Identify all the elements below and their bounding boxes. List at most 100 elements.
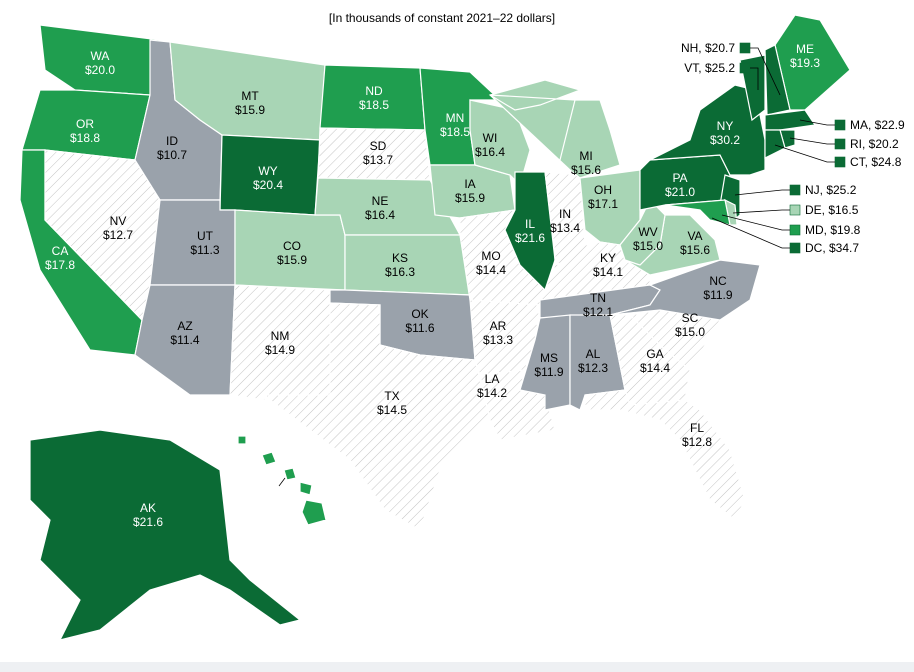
callout-label: NJ, $25.2	[805, 183, 857, 197]
state-abbr: WA	[91, 49, 110, 63]
state	[619, 198, 666, 266]
labels: WA$20.0OR$18.8CA$17.8NV$12.7ID$10.7MT$15…	[45, 41, 905, 529]
state-value: $13.4	[550, 221, 580, 235]
state-value: $14.2	[477, 386, 507, 400]
state-abbr: NC	[709, 274, 727, 288]
state-value: $18.8	[70, 131, 100, 145]
states	[19, 14, 851, 641]
state-abbr: IA	[464, 177, 475, 191]
subtitle: [In thousands of constant 2021–22 dollar…	[329, 11, 555, 25]
state-abbr: KS	[392, 251, 408, 265]
state-abbr: AZ	[177, 319, 192, 333]
state-value: $15.0	[633, 239, 663, 253]
state-abbr: AL	[586, 347, 601, 361]
callout-label: MD, $19.8	[805, 223, 861, 237]
state-value: $17.8	[45, 258, 75, 272]
state-value: $14.5	[377, 403, 407, 417]
state-abbr: MI	[579, 149, 592, 163]
leader-line	[721, 214, 790, 231]
state-value: $19.4	[248, 501, 278, 515]
state-abbr: NE	[372, 194, 389, 208]
leader-line	[734, 189, 790, 196]
callout-label: MA, $22.9	[850, 118, 905, 132]
leader-line	[750, 67, 759, 90]
state-abbr: CO	[283, 239, 301, 253]
state-abbr: NY	[717, 119, 734, 133]
state-abbr: UT	[197, 229, 214, 243]
state-abbr: MS	[540, 351, 558, 365]
state	[584, 389, 746, 521]
state-abbr: TX	[384, 389, 399, 403]
state-abbr: OR	[76, 117, 94, 131]
state-value: $11.6	[405, 321, 434, 335]
state-value: $12.1	[583, 305, 613, 319]
state-value: $20.0	[85, 63, 115, 77]
state-value: $16.3	[385, 265, 415, 279]
leader-line	[278, 477, 286, 487]
state-abbr: IN	[559, 207, 571, 221]
state-value: $15.9	[277, 253, 307, 267]
state-value: $13.7	[363, 153, 393, 167]
callout-label: DC, $34.7	[805, 241, 859, 255]
leader-line	[799, 119, 835, 126]
state	[764, 109, 817, 131]
state-value: $21.6	[515, 231, 545, 245]
legend-square	[834, 156, 846, 168]
state-value: $15.9	[455, 191, 485, 205]
state-value: $18.5	[359, 98, 389, 112]
state-value: $12.7	[103, 228, 133, 242]
legend-square	[739, 42, 751, 54]
state-abbr: MO	[481, 249, 500, 263]
state-value: $13.3	[483, 333, 513, 347]
state-value: $21.0	[665, 185, 695, 199]
state-value: $20.4	[253, 178, 283, 192]
state-abbr: WV	[638, 225, 657, 239]
leader-line	[774, 144, 835, 163]
state-value: $11.4	[170, 333, 199, 347]
leader-line	[732, 209, 790, 214]
callout-label: RI, $20.2	[850, 137, 899, 151]
legend-square	[834, 138, 846, 150]
state-value: $15.9	[235, 103, 265, 117]
state	[488, 79, 621, 179]
callout-label: CT, $24.8	[850, 155, 902, 169]
state-abbr: FL	[690, 421, 704, 435]
state-abbr: ID	[166, 134, 178, 148]
state-abbr: LA	[485, 372, 500, 386]
state-abbr: CA	[52, 244, 69, 258]
state-value: $11.9	[703, 288, 732, 302]
state-abbr: AR	[490, 319, 507, 333]
legend-square	[739, 62, 751, 74]
leader-line	[789, 137, 835, 145]
state-abbr: WY	[258, 164, 277, 178]
state	[263, 302, 491, 531]
legend-square	[789, 184, 801, 196]
legend-square	[789, 204, 801, 216]
bottom-bar	[0, 662, 914, 672]
state-abbr: NM	[271, 329, 290, 343]
state-abbr: KY	[600, 251, 616, 265]
state-value: $19.3	[790, 56, 820, 70]
state-value: $10.7	[157, 148, 187, 162]
state-abbr: OH	[594, 183, 612, 197]
state-abbr: TN	[590, 291, 606, 305]
state-abbr: AK	[140, 501, 156, 515]
state-abbr: VA	[687, 229, 702, 243]
legend-square	[834, 119, 846, 131]
callout-label: VT, $25.2	[684, 61, 735, 75]
state-abbr: MN	[446, 111, 465, 125]
state-value: $16.4	[365, 208, 395, 222]
state-abbr: HI	[257, 487, 269, 501]
state	[237, 435, 327, 526]
legend-square	[789, 224, 801, 236]
state-abbr: ME	[796, 42, 814, 56]
state-value: $30.2	[710, 133, 740, 147]
state-abbr: OK	[411, 307, 428, 321]
state-abbr: SC	[682, 311, 699, 325]
state-value: $14.4	[640, 361, 670, 375]
state-value: $18.5	[440, 125, 470, 139]
state-abbr: GA	[646, 347, 663, 361]
state-value: $15.0	[675, 325, 705, 339]
state-abbr: MT	[241, 89, 259, 103]
